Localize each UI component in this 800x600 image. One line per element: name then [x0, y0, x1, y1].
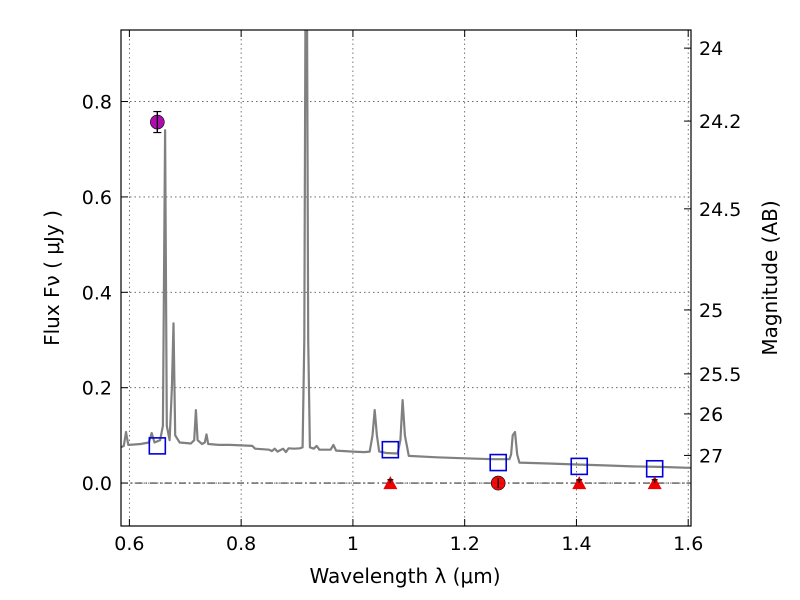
magnitude-tick-label: 24: [699, 38, 723, 60]
plot-area: [121, 30, 691, 469]
magnitude-tick-label: 24.5: [699, 199, 741, 221]
y-tick-label: 0.6: [82, 187, 112, 209]
x-tick-label: 0.6: [114, 533, 144, 555]
x-tick-label: 1.4: [561, 533, 591, 555]
model-photometry-square: [645, 459, 664, 478]
y-tick-label: 0.4: [82, 282, 112, 304]
y-tick-label: 0.0: [82, 473, 112, 495]
magnitude-tick-label: 26: [699, 404, 723, 426]
y-tick-label: 0.2: [82, 378, 112, 400]
model-photometry-square: [148, 437, 167, 455]
x-axis-label: Wavelength λ (μm): [309, 564, 500, 588]
model-spectrum-line: [121, 30, 691, 469]
x-tick-label: 1.6: [673, 533, 703, 555]
magnitude-tick-label: 25.5: [699, 364, 741, 386]
x-tick-label: 0.8: [226, 533, 256, 555]
model-photometry-square: [489, 453, 508, 472]
model-photometry-square: [381, 440, 400, 459]
model-photometry-square: [570, 457, 589, 476]
x-tick-label: 1: [347, 533, 359, 555]
y-axis-label: Flux Fν ( μJy ): [40, 210, 64, 346]
axes: 0.6 0.8 1 1.2 1.4 1.6 0.0 0.2 0.4 0.6 0.8 24 24.2 24.…: [82, 30, 741, 555]
grid: [121, 30, 691, 526]
plot-frame: [120, 29, 692, 527]
magnitude-tick-label: 24.2: [699, 111, 741, 133]
right-axis-label: Magnitude (AB): [758, 200, 782, 355]
magnitude-tick-label: 25: [699, 300, 723, 322]
magnitude-tick-label: 27: [699, 445, 723, 467]
x-tick-label: 1.2: [450, 533, 480, 555]
markers: [148, 110, 664, 491]
y-tick-label: 0.8: [82, 92, 112, 114]
